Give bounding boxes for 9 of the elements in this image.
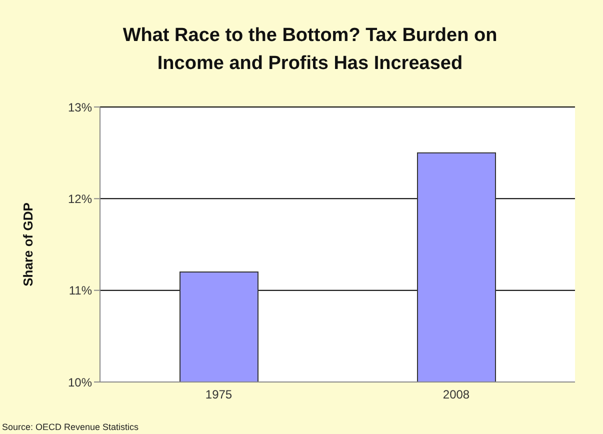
x-tick-label: 1975 <box>205 388 232 402</box>
chart-title: What Race to the Bottom? Tax Burden on Income and Profits Has Increased <box>122 24 498 76</box>
y-axis-title: Share of GDP <box>20 202 36 286</box>
y-tick-label: 12% <box>68 192 92 206</box>
y-tick-label: 13% <box>68 100 92 114</box>
y-tick-label: 10% <box>68 375 92 390</box>
x-tick-label: 2008 <box>442 388 470 402</box>
source-note: Source: OECD Revenue Statistics <box>2 422 139 432</box>
y-tick-label: 11% <box>68 284 92 298</box>
